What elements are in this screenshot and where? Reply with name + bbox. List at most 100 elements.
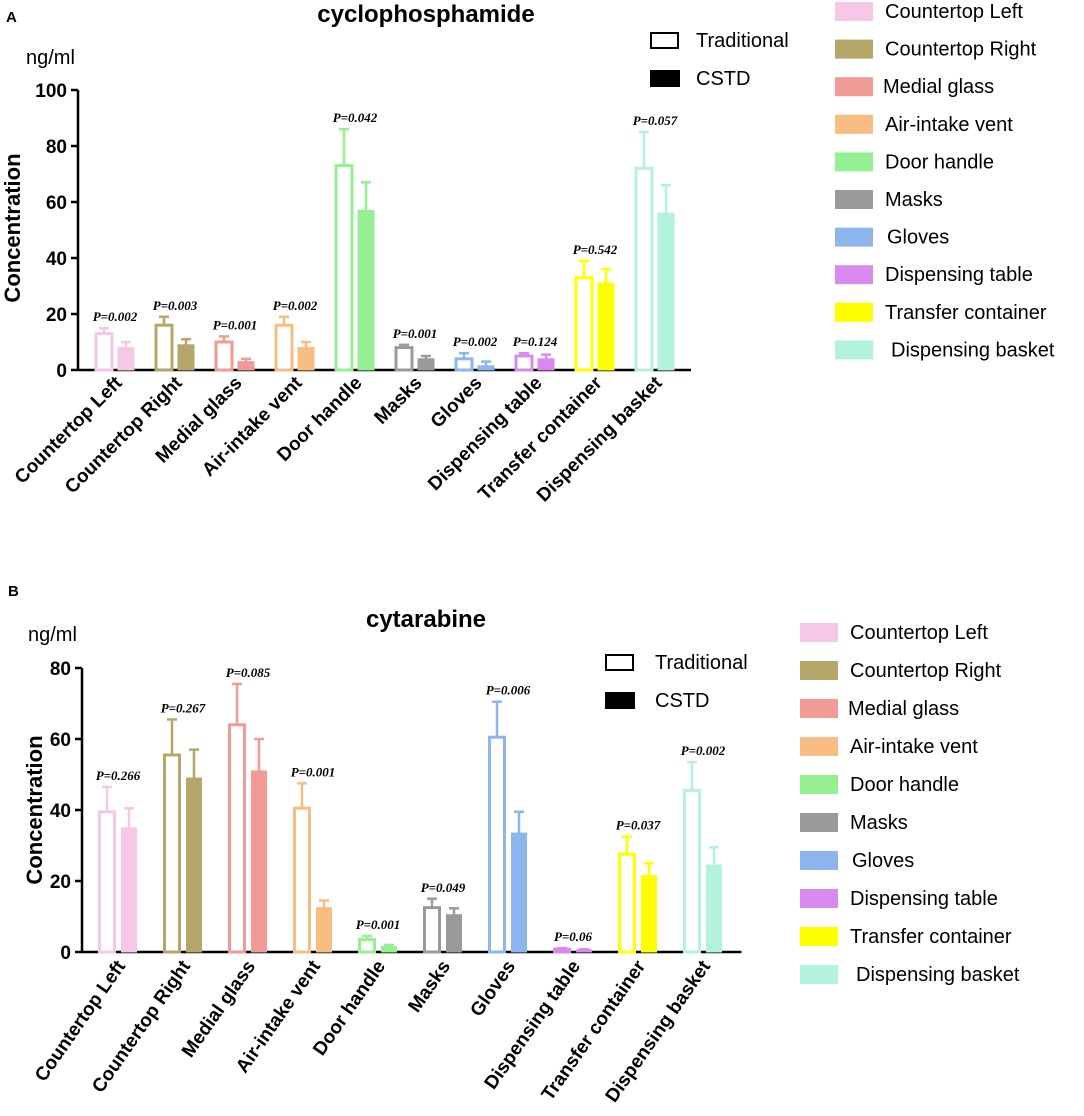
bar-cstd xyxy=(597,282,615,371)
p-value-label: P=0.002 xyxy=(681,743,726,758)
bar-cstd xyxy=(186,777,202,953)
legend-label-traditional: Traditional xyxy=(655,652,748,674)
legend-label-location: Transfer container xyxy=(885,302,1047,324)
legend-swatch-location xyxy=(835,114,873,134)
y-tick-label: 0 xyxy=(60,943,71,964)
legend-swatch-location xyxy=(800,661,838,680)
legend-label-location: Countertop Left xyxy=(885,1,1023,23)
p-value-label: P=0.06 xyxy=(554,929,593,944)
legend-label-location: Air-intake vent xyxy=(850,736,978,758)
bar-traditional xyxy=(334,164,354,372)
legend-swatch-cstd xyxy=(650,70,680,87)
x-tick-label: Dispensing table xyxy=(424,373,546,495)
y-tick-label: 60 xyxy=(50,730,71,751)
bar-traditional xyxy=(214,340,234,372)
y-tick-label: 60 xyxy=(46,193,67,214)
legend-swatch-location xyxy=(835,265,873,285)
bar-cstd xyxy=(316,907,332,953)
p-value-label: P=0.267 xyxy=(161,700,206,715)
legend-label-cstd: CSTD xyxy=(696,68,750,90)
p-value-label: P=0.002 xyxy=(453,334,498,349)
bar-cstd xyxy=(357,209,375,371)
x-tick-label: Masks xyxy=(371,373,427,429)
legend-swatch-location xyxy=(835,39,873,59)
y-tick-label: 80 xyxy=(46,137,67,158)
legend-label-location: Medial glass xyxy=(883,76,994,98)
legend-label-location: Dispensing basket xyxy=(891,339,1055,361)
y-unit-label: ng/ml xyxy=(26,47,75,69)
y-unit-label: ng/ml xyxy=(28,624,77,646)
legend-label-location: Countertop Right xyxy=(885,39,1037,61)
bar-traditional xyxy=(94,332,114,372)
bar-traditional xyxy=(228,723,246,954)
y-axis-label: Concentration xyxy=(22,735,47,884)
bar-traditional xyxy=(98,810,116,954)
bar-traditional xyxy=(618,852,636,954)
bar-traditional xyxy=(454,357,474,372)
bar-cstd xyxy=(297,347,315,371)
legend-swatch-location xyxy=(800,623,838,642)
bar-traditional xyxy=(423,906,441,954)
legend-swatch-location xyxy=(800,889,838,908)
y-axis-label: Concentration xyxy=(0,153,25,302)
p-value-label: P=0.124 xyxy=(513,334,558,349)
p-value-label: P=0.001 xyxy=(291,764,336,779)
p-value-label: P=0.057 xyxy=(633,113,678,128)
p-value-label: P=0.001 xyxy=(213,317,258,332)
bar-cstd xyxy=(511,832,527,953)
bar-traditional xyxy=(514,354,534,372)
legend-label-location: Gloves xyxy=(852,850,914,872)
legend-label-location: Door handle xyxy=(850,774,959,796)
legend-label-location: Door handle xyxy=(885,151,994,173)
legend-swatch-location xyxy=(835,302,873,322)
legend-label-location: Dispensing table xyxy=(850,888,998,910)
legend-label-location: Gloves xyxy=(887,227,949,249)
bar-cstd xyxy=(417,358,435,371)
y-tick-label: 20 xyxy=(50,872,71,893)
legend-swatch-traditional xyxy=(650,32,679,49)
legend-label-location: Dispensing table xyxy=(885,264,1033,286)
legend-label-traditional: Traditional xyxy=(696,30,789,52)
y-tick-label: 20 xyxy=(46,305,67,326)
bar-traditional xyxy=(488,735,506,954)
legend-swatch-location xyxy=(835,152,873,172)
p-value-label: P=0.002 xyxy=(93,309,138,324)
chart-title: cytarabine xyxy=(366,606,486,633)
bar-cstd xyxy=(237,361,255,371)
legend-swatch-location xyxy=(800,737,838,756)
bar-traditional xyxy=(574,276,594,372)
legend-swatch-location xyxy=(800,813,838,832)
legend-label-location: Air-intake vent xyxy=(885,114,1013,136)
legend-swatch-location xyxy=(800,927,838,946)
bar-cstd xyxy=(121,827,137,953)
legend-swatch-location xyxy=(835,190,873,209)
p-value-label: P=0.003 xyxy=(153,298,198,313)
legend-label-location: Medial glass xyxy=(848,698,959,720)
bar-cstd xyxy=(477,365,495,371)
p-value-label: P=0.542 xyxy=(573,242,618,257)
bar-cstd xyxy=(537,358,555,371)
p-value-label: P=0.002 xyxy=(273,298,318,313)
legend-label-location: Countertop Right xyxy=(850,660,1002,682)
bar-traditional xyxy=(163,753,181,954)
legend-swatch-location xyxy=(800,965,838,984)
x-tick-label: Gloves xyxy=(427,373,487,433)
bar-cstd xyxy=(251,770,267,953)
legend-swatch-location xyxy=(800,699,838,718)
chart-title: cyclophosphamide xyxy=(317,1,534,28)
bar-cstd xyxy=(446,914,462,953)
bar-traditional xyxy=(358,938,376,954)
legend-swatch-location xyxy=(835,340,873,360)
bar-cstd xyxy=(641,875,657,953)
legend-label-location: Transfer container xyxy=(850,926,1012,948)
x-tick-label: Gloves xyxy=(467,957,521,1021)
bar-cstd xyxy=(381,946,397,953)
p-value-label: P=0.001 xyxy=(356,917,401,932)
y-tick-label: 100 xyxy=(35,81,67,102)
legend-swatch-location xyxy=(800,851,838,870)
legend-swatch-location xyxy=(835,77,873,97)
panel-letter: B xyxy=(8,583,19,600)
y-tick-label: 0 xyxy=(56,361,67,382)
bar-traditional xyxy=(634,166,654,372)
